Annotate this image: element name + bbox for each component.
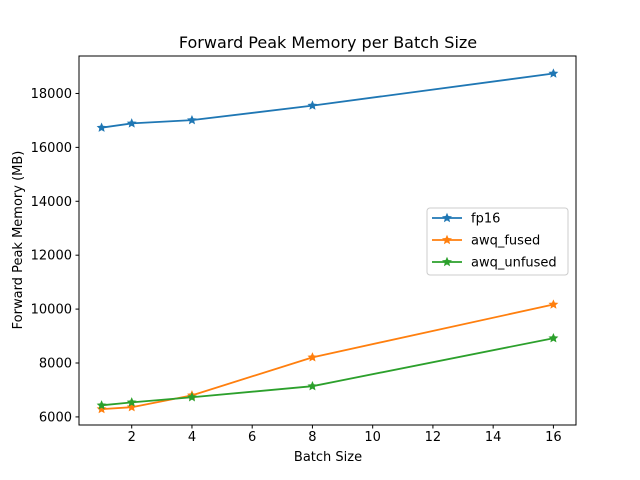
y-tick-label: 6000 <box>39 410 72 425</box>
legend-label: awq_unfused <box>471 256 557 271</box>
data-point-marker-awq_unfused <box>307 380 318 391</box>
x-tick-label: 16 <box>545 430 562 445</box>
data-point-marker-awq_unfused <box>126 397 137 407</box>
data-point-marker-awq_fused <box>307 352 318 362</box>
x-tick-label: 10 <box>364 430 381 445</box>
data-point-marker-awq_unfused <box>187 392 197 402</box>
x-tick-label: 14 <box>485 430 502 445</box>
data-point-marker-awq_unfused <box>96 400 107 410</box>
data-point-marker-fp16 <box>96 122 107 132</box>
x-tick-label: 8 <box>308 430 316 445</box>
data-point-marker-fp16 <box>126 118 137 128</box>
data-point-marker-fp16 <box>548 68 559 78</box>
data-point-marker-awq_unfused <box>548 333 559 343</box>
data-point-marker-awq_fused <box>126 402 137 412</box>
legend-label: awq_fused <box>471 234 540 249</box>
series-layer <box>96 68 559 414</box>
y-tick-label: 18000 <box>31 87 72 102</box>
x-tick-label: 12 <box>425 430 442 445</box>
y-tick-label: 14000 <box>31 195 72 210</box>
legend-label: fp16 <box>471 212 500 227</box>
data-point-marker-fp16 <box>307 100 318 110</box>
data-point-marker-awq_fused <box>96 403 107 414</box>
data-point-marker-fp16 <box>187 114 197 125</box>
x-tick-label: 4 <box>188 430 196 445</box>
y-tick-label: 12000 <box>31 249 72 264</box>
legend-box <box>426 207 569 276</box>
x-tick-label: 6 <box>248 430 256 445</box>
legend-layer: fp16 awq_fused awq_unfused <box>426 207 569 276</box>
legend-marker-star <box>442 234 452 245</box>
chart-title: Forward Peak Memory per Batch Size <box>179 33 477 52</box>
data-point-marker-awq_fused <box>548 299 559 309</box>
x-axis-label: Batch Size <box>294 450 362 465</box>
y-tick-label: 8000 <box>39 357 72 372</box>
x-tick-label: 2 <box>128 430 136 445</box>
y-axis-label: Forward Peak Memory (MB) <box>11 151 26 330</box>
y-tick-label: 16000 <box>31 141 72 156</box>
legend-marker-star <box>442 212 452 223</box>
y-tick-label: 10000 <box>31 303 72 318</box>
legend-marker-star <box>442 256 452 267</box>
